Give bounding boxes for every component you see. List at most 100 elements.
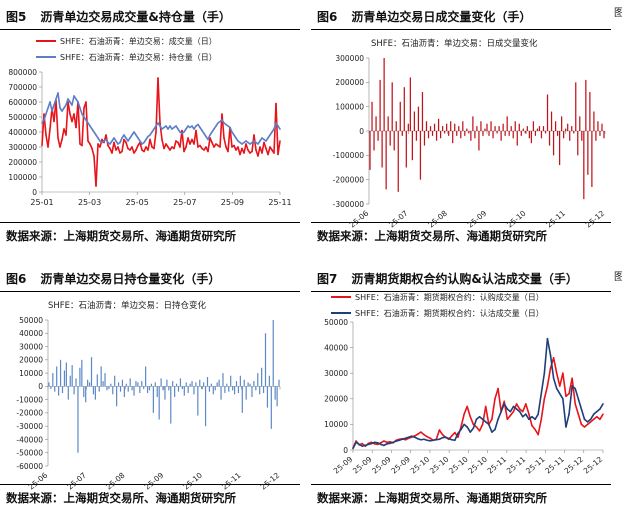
figure-title-text: 沥青单边交易日持仓量变化（手） [40, 272, 221, 286]
bar [585, 79, 587, 131]
series-1-segment [466, 426, 472, 433]
bar [500, 131, 502, 141]
bar [251, 386, 253, 397]
bar [540, 131, 543, 139]
series-0-segment [135, 144, 139, 151]
bar [119, 386, 122, 392]
series-0-segment [531, 424, 536, 431]
bar [146, 386, 149, 393]
bar [232, 386, 234, 391]
chart-svg: SHFE：石油沥青：单边交易：日持仓变化 -60000 -50000 -40000 -3… [16, 300, 281, 492]
series-1-segment [525, 413, 530, 421]
title-rule [0, 291, 300, 292]
bar [433, 123, 436, 131]
bar [81, 359, 83, 387]
series-0-segment [509, 410, 515, 417]
bar [407, 123, 409, 131]
bar [504, 131, 506, 136]
series-0-segment [207, 137, 211, 153]
series-0-segment [478, 423, 484, 432]
bar [226, 383, 228, 387]
figure-title: 图6 沥青单边交易日成交量变化（手） [317, 8, 531, 25]
bar [538, 126, 541, 131]
x-tick-label: 25-12 [584, 208, 607, 229]
bar [516, 131, 518, 146]
series-0-segment [117, 146, 121, 154]
bar [67, 386, 69, 400]
bar [601, 123, 603, 131]
bar [530, 131, 533, 144]
title-rule [311, 291, 611, 292]
bar [191, 381, 193, 387]
data-source-note: 数据来源：上海期货交易所、海通期货研究所 [317, 491, 547, 505]
series-1-segment [229, 126, 233, 133]
series-0-segment [267, 146, 271, 156]
series-1-segment [53, 98, 57, 106]
series-0-segment [497, 387, 502, 413]
series-1-segment [518, 410, 524, 418]
bar [490, 121, 492, 131]
bar [160, 378, 162, 387]
x-tick-label: 25-10 [181, 470, 204, 491]
series-0-segment [245, 143, 249, 151]
bar [208, 386, 211, 392]
bar [563, 131, 565, 139]
series-1-segment [277, 125, 281, 130]
series-0-segment [139, 141, 143, 151]
bar [170, 386, 172, 424]
series-0-segment [229, 126, 233, 148]
bar [448, 131, 450, 136]
y-tick-label: 200000 [335, 78, 364, 87]
bar [117, 382, 120, 387]
series-1-segment [71, 95, 75, 106]
bar [581, 131, 583, 141]
bar [249, 383, 251, 387]
y-tick-label: 50000 [324, 318, 348, 327]
bar [591, 131, 593, 187]
series-1-group [41, 92, 281, 145]
series-1-segment [469, 427, 475, 433]
chart-svg: SHFE：石油沥青：单边交易：日成交量变化 -300000 -200000 -1000… [333, 38, 607, 230]
bar [464, 131, 466, 136]
bar [526, 126, 528, 131]
bar [383, 58, 385, 131]
x-tick-label: 25-07 [65, 470, 88, 491]
y-tick-label: 40000 [324, 343, 348, 352]
bar [197, 386, 199, 416]
x-tick-label: 25-12 [582, 454, 605, 475]
series-0-segment [209, 137, 213, 144]
source-rule [311, 222, 611, 223]
x-tick-label: 25-12 [259, 470, 282, 491]
bar [133, 386, 135, 396]
bar [183, 386, 185, 396]
y-tick-label: 0 [32, 188, 37, 197]
x-tick-label: 25-11 [220, 470, 243, 491]
bar [174, 386, 176, 397]
bar [381, 131, 383, 168]
bar [48, 382, 50, 387]
data-source-note: 数据来源：上海期货交易所、海通期货研究所 [317, 229, 547, 243]
series-0-segment [221, 113, 225, 139]
bar [399, 101, 401, 131]
source-rule [0, 222, 300, 223]
bar [125, 383, 127, 387]
bar [88, 382, 91, 387]
y-tick-label: 200000 [8, 158, 37, 167]
bar [264, 333, 267, 387]
bar [220, 386, 222, 400]
x-tick-label: 25-11 [505, 454, 528, 475]
bar [222, 373, 224, 387]
series-0-segment [506, 414, 512, 421]
bar-group [48, 320, 280, 453]
y-tick-label: 300000 [335, 54, 364, 63]
series-1-segment [509, 405, 515, 413]
x-tick-label: 25-11 [268, 198, 291, 207]
bar [110, 383, 112, 387]
bar [435, 131, 438, 141]
bar [56, 366, 58, 387]
bar [548, 131, 551, 146]
series-0-segment [95, 143, 99, 187]
series-1-segment [43, 113, 47, 121]
bar [514, 121, 516, 131]
series-0-segment [491, 398, 496, 421]
